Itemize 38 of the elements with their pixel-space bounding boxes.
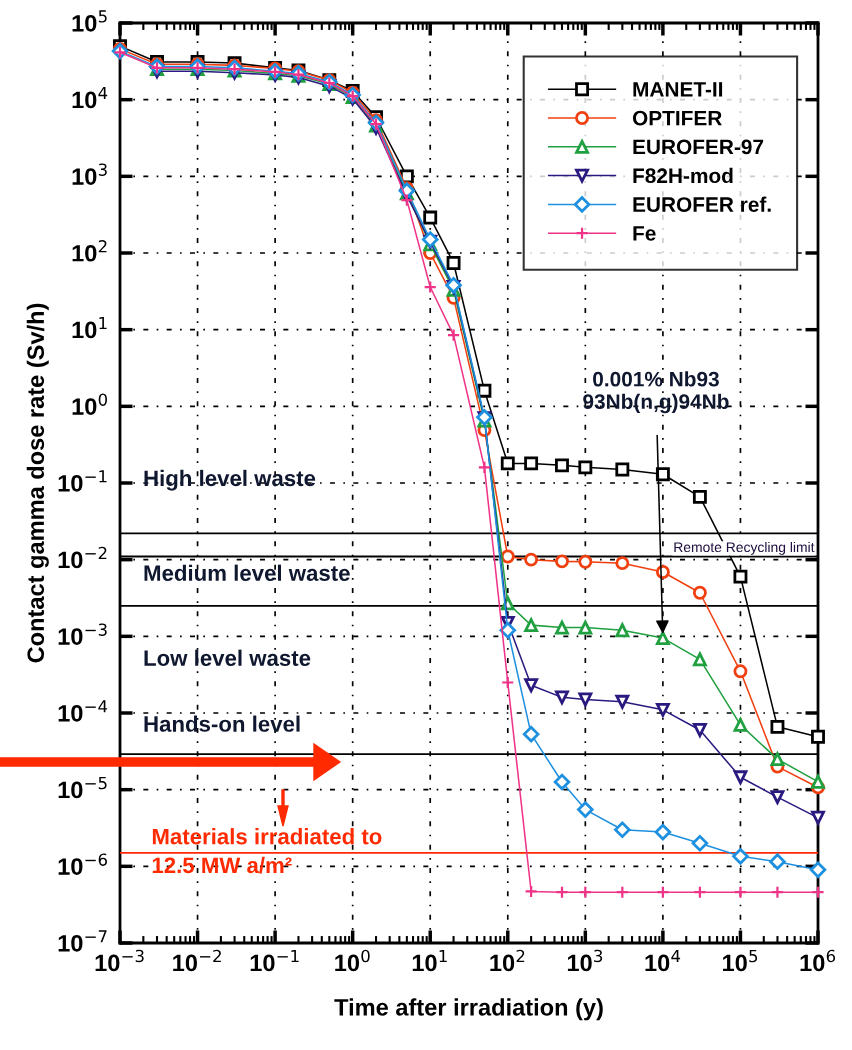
y-tick-label: 10$^{3}$	[72, 163, 107, 185]
legend-label: Fe	[633, 226, 656, 241]
y-tick-label: 10$^{−7}$	[58, 930, 107, 952]
legend-label: F82H-mod	[633, 167, 733, 184]
y-tick-label: 10$^{−5}$	[58, 776, 107, 799]
x-tick-label: 10$^{0}$	[335, 949, 370, 972]
y-tick-label: 10$^{2}$	[72, 240, 107, 262]
y-tick-label: 10$^{−4}$	[58, 700, 108, 722]
ref-line-label: Materials irradiated to 12.5 MW a/m²	[152, 828, 382, 874]
y-tick-label: 10$^{−1}$	[58, 470, 107, 492]
y-tick-label: 10$^{1}$	[72, 316, 107, 339]
x-tick-label: 10$^{2}$	[490, 949, 525, 972]
legend-label: MANET-II	[633, 82, 723, 97]
x-tick-label: 10$^{−1}$	[250, 949, 299, 972]
annotation: High level waste	[144, 469, 316, 491]
y-tick-label: 10$^{4}$	[72, 86, 108, 109]
x-tick-label: 10$^{6}$	[800, 949, 836, 972]
x-tick-label: 10$^{3}$	[567, 949, 603, 972]
x-tick-label: 10$^{−3}$	[95, 949, 144, 972]
legend-label: EUROFER ref.	[633, 196, 771, 212]
annotation: Hands-on level	[144, 715, 300, 732]
x-tick-label: 10$^{1}$	[412, 949, 447, 972]
y-axis-title: Contact gamma dose rate (Sv/h)	[26, 303, 49, 663]
x-tick-label: 10$^{4}$	[645, 949, 681, 972]
legend-label: OPTIFER	[632, 110, 722, 126]
annotation: Medium level waste	[144, 564, 350, 581]
y-tick-label: 10$^{−2}$	[58, 546, 107, 569]
ref-line-label: Remote Recycling limit	[674, 541, 815, 555]
annotation: Low level waste	[144, 649, 311, 666]
x-tick-label: 10$^{5}$	[723, 949, 758, 972]
y-tick-label: 10$^{5}$	[72, 10, 107, 32]
y-tick-label: 10$^{−6}$	[58, 853, 107, 875]
x-axis-title: Time after irradiation (y)	[334, 998, 603, 1021]
y-tick-label: 10$^{−3}$	[58, 623, 107, 645]
annotation: 0.001% Nb93 93Nb(n,g)94Nb	[583, 371, 729, 414]
legend-label: EUROFER-97	[633, 139, 764, 155]
x-tick-label: 10$^{−2}$	[173, 949, 221, 972]
y-tick-label: 10$^{0}$	[72, 393, 108, 415]
